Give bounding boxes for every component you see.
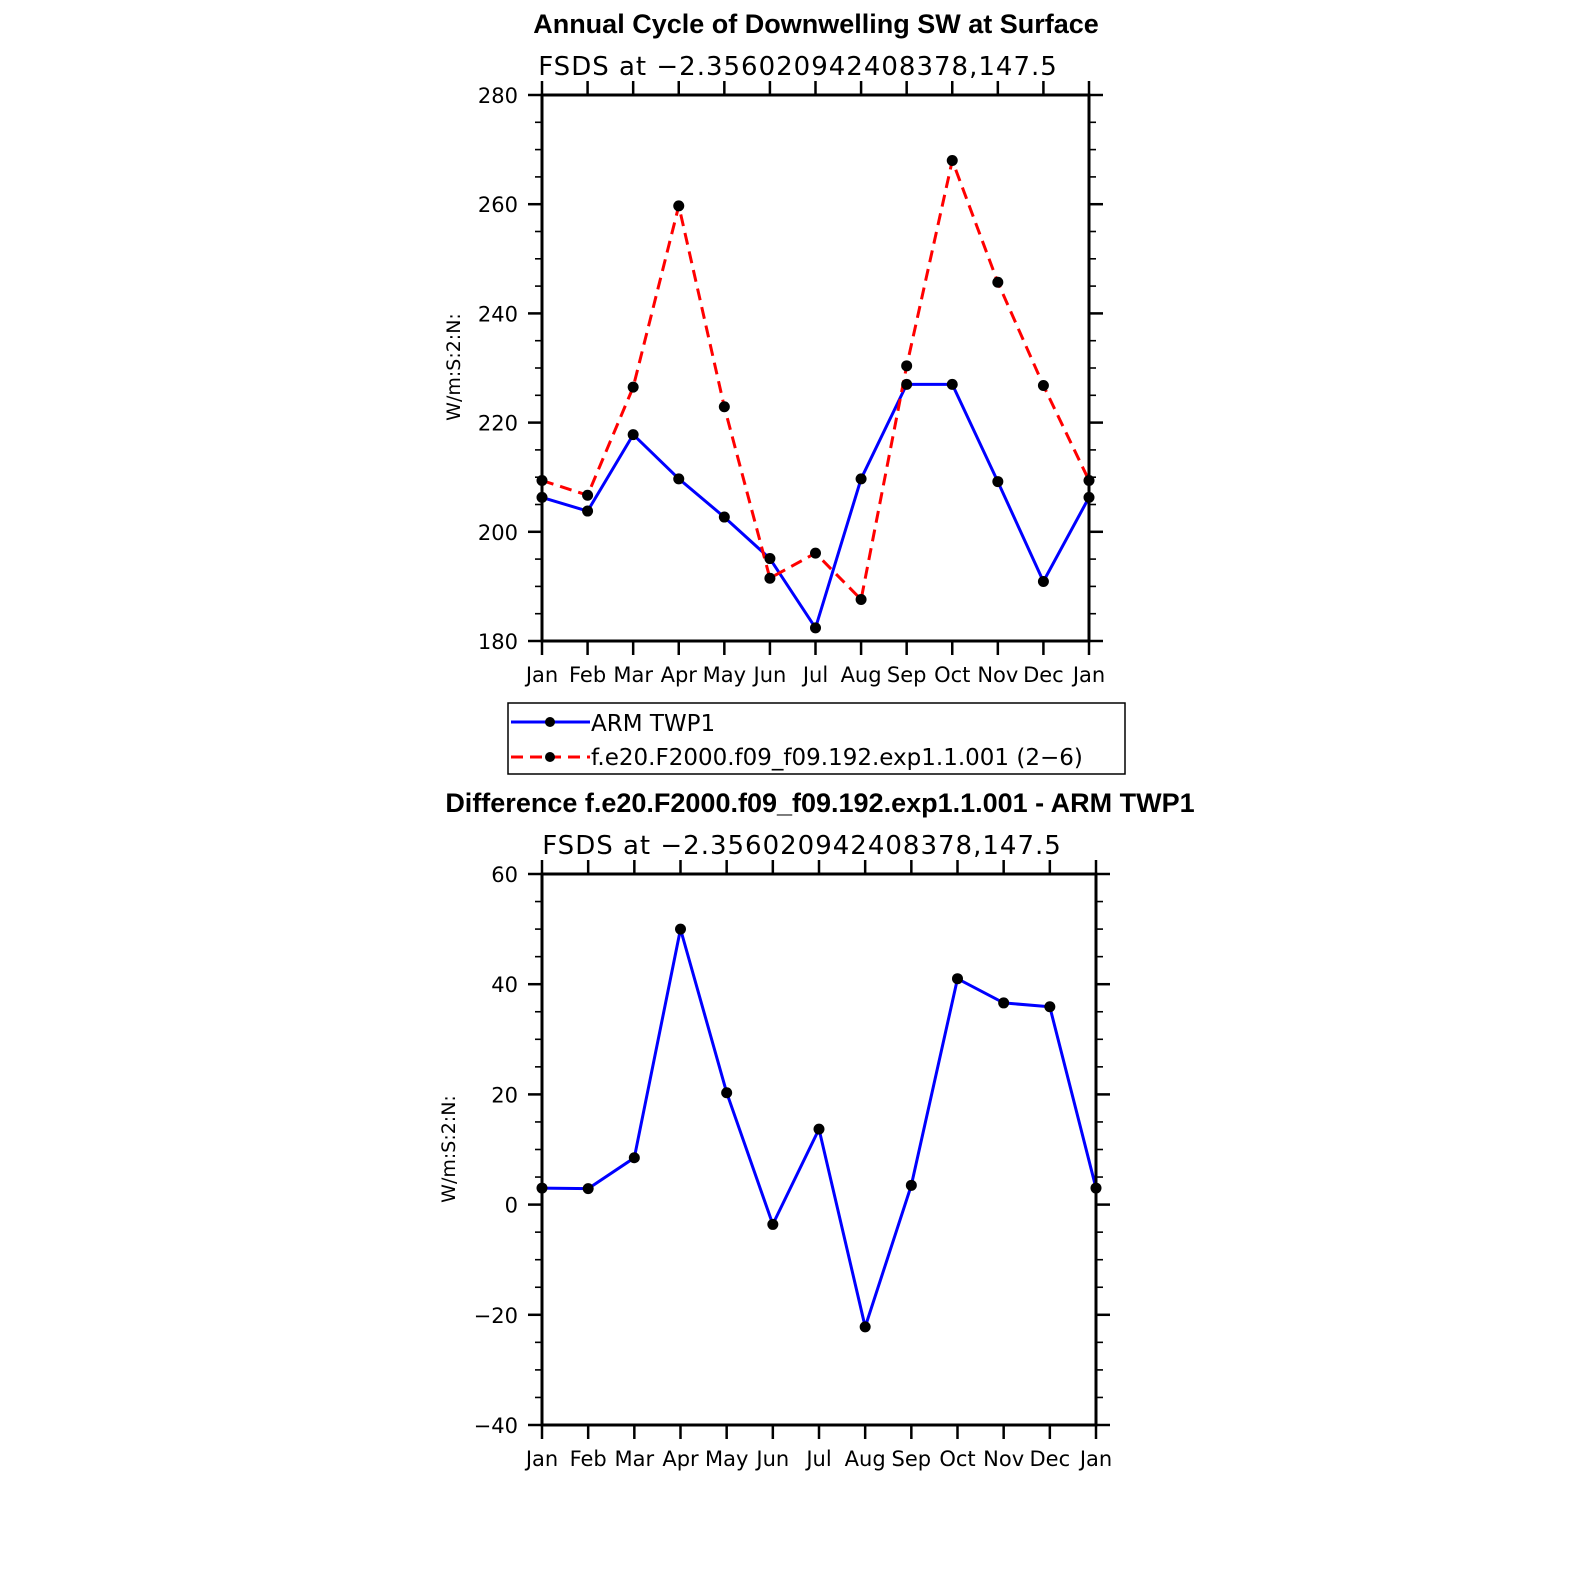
- data-point-0: [1037, 575, 1049, 587]
- data-point-1: [946, 155, 958, 167]
- legend-box: [507, 702, 1126, 775]
- plot-series: [536, 923, 1102, 1333]
- data-point-0: [582, 505, 594, 517]
- chart-title: Annual Cycle of Downwelling SW at Surfac…: [533, 9, 1099, 39]
- difference-chart: Difference f.e20.F2000.f09_f09.192.exp1.…: [438, 788, 1195, 1471]
- data-point-0: [810, 622, 821, 634]
- data-point-0: [992, 476, 1004, 488]
- x-tick-label: Dec: [1030, 1447, 1071, 1471]
- x-tick-label: Jun: [752, 663, 787, 687]
- data-point-0: [764, 553, 776, 565]
- annual-cycle-chart: Annual Cycle of Downwelling SW at Surfac…: [443, 9, 1105, 687]
- data-point-1: [673, 200, 685, 212]
- data-point-1: [582, 489, 594, 501]
- x-tick-label: Jun: [754, 1447, 789, 1471]
- legend-item-arm-twp1: ARM TWP1: [511, 711, 715, 737]
- y-tick-label: −40: [474, 1414, 518, 1438]
- x-tick-label: Jan: [1078, 1447, 1112, 1471]
- data-point-0: [952, 973, 963, 985]
- y-tick-label: 200: [478, 521, 518, 545]
- x-tick-label: Jul: [801, 663, 828, 687]
- x-tick-label: May: [705, 1447, 748, 1471]
- x-tick-label: Sep: [887, 663, 927, 687]
- legend-marker-model: [545, 752, 555, 762]
- data-point-1: [1037, 379, 1049, 391]
- x-tick-label: Nov: [983, 1447, 1024, 1471]
- y-tick-label: 220: [478, 412, 518, 436]
- y-tick-label: 240: [478, 302, 518, 326]
- y-axis-label: W/m:S:2:N:: [438, 1095, 460, 1203]
- data-point-0: [627, 429, 639, 441]
- x-tick-label: Dec: [1023, 663, 1064, 687]
- legend-marker-arm: [545, 717, 555, 727]
- data-point-0: [718, 511, 730, 523]
- legend: ARM TWP1 f.e20.F2000.f09_f09.192.exp1.1.…: [507, 702, 1126, 775]
- y-axis-label: W/m:S:2:N:: [443, 313, 465, 421]
- x-tick-label: Oct: [939, 1447, 975, 1471]
- data-point-1: [855, 594, 867, 606]
- chart-subtitle: FSDS at −2.356020942408378,147.5: [542, 831, 1062, 861]
- x-tick-label: Apr: [661, 663, 698, 687]
- y-tick-label: 20: [491, 1083, 518, 1107]
- x-tick-label: Nov: [977, 663, 1018, 687]
- y-tick-label: 260: [478, 193, 518, 217]
- data-point-0: [1044, 1001, 1056, 1013]
- x-tick-label: Feb: [570, 1447, 607, 1471]
- data-point-1: [992, 276, 1004, 288]
- data-point-0: [673, 473, 685, 485]
- axis-ticks: Jan Feb Mar Apr May Jun Jul Aug Sep Oct Nov Dec Jan−…: [474, 860, 1112, 1471]
- x-tick-label: Mar: [615, 1447, 655, 1471]
- data-point-0: [767, 1218, 779, 1230]
- y-tick-label: 60: [491, 863, 518, 887]
- data-point-0: [998, 997, 1010, 1009]
- data-point-0: [813, 1123, 825, 1135]
- data-point-1: [718, 401, 730, 413]
- chart-subtitle: FSDS at −2.356020942408378,147.5: [538, 52, 1058, 82]
- legend-item-model: f.e20.F2000.f09_f09.192.exp1.1.001 (2−6): [511, 745, 1083, 771]
- legend-label-model: f.e20.F2000.f09_f09.192.exp1.1.001 (2−6): [591, 745, 1083, 771]
- data-point-0: [628, 1152, 640, 1164]
- axis-ticks: Jan Feb Mar Apr May Jun Jul Aug Sep Oct Nov Dec Jan1…: [478, 81, 1105, 687]
- legend-label-arm: ARM TWP1: [591, 711, 715, 737]
- data-point-0: [946, 378, 958, 390]
- data-point-1: [764, 572, 776, 584]
- data-point-0: [859, 1321, 871, 1333]
- x-tick-label: Jan: [524, 1447, 558, 1471]
- series-line-1: [541, 155, 1091, 603]
- chart-title: Difference f.e20.F2000.f09_f09.192.exp1.…: [445, 788, 1194, 818]
- x-tick-label: Aug: [841, 663, 882, 687]
- data-point-1: [901, 360, 913, 372]
- data-point-0: [905, 1179, 917, 1191]
- plot-frame: [540, 872, 1098, 1427]
- data-point-0: [901, 378, 913, 390]
- x-tick-label: Jul: [804, 1447, 831, 1471]
- plot-series: [536, 155, 1095, 634]
- data-point-0: [855, 473, 867, 485]
- y-tick-label: −20: [474, 1304, 518, 1328]
- x-tick-label: Jan: [524, 663, 558, 687]
- plot-frame: [540, 93, 1091, 643]
- data-point-0: [675, 923, 686, 935]
- y-tick-label: 0: [505, 1194, 518, 1218]
- x-tick-label: Jan: [1071, 663, 1105, 687]
- data-point-0: [721, 1087, 733, 1099]
- x-tick-label: May: [703, 663, 746, 687]
- data-point-1: [810, 547, 821, 559]
- y-tick-label: 180: [478, 630, 518, 654]
- x-tick-label: Aug: [845, 1447, 886, 1471]
- series-line-0: [541, 382, 1091, 632]
- x-tick-label: Sep: [892, 1447, 932, 1471]
- x-tick-label: Apr: [662, 1447, 699, 1471]
- y-tick-label: 280: [478, 84, 518, 108]
- x-tick-label: Mar: [613, 663, 653, 687]
- data-point-0: [582, 1183, 594, 1195]
- data-point-1: [627, 381, 639, 393]
- x-tick-label: Feb: [569, 663, 606, 687]
- y-tick-label: 40: [491, 973, 518, 997]
- x-tick-label: Oct: [934, 663, 970, 687]
